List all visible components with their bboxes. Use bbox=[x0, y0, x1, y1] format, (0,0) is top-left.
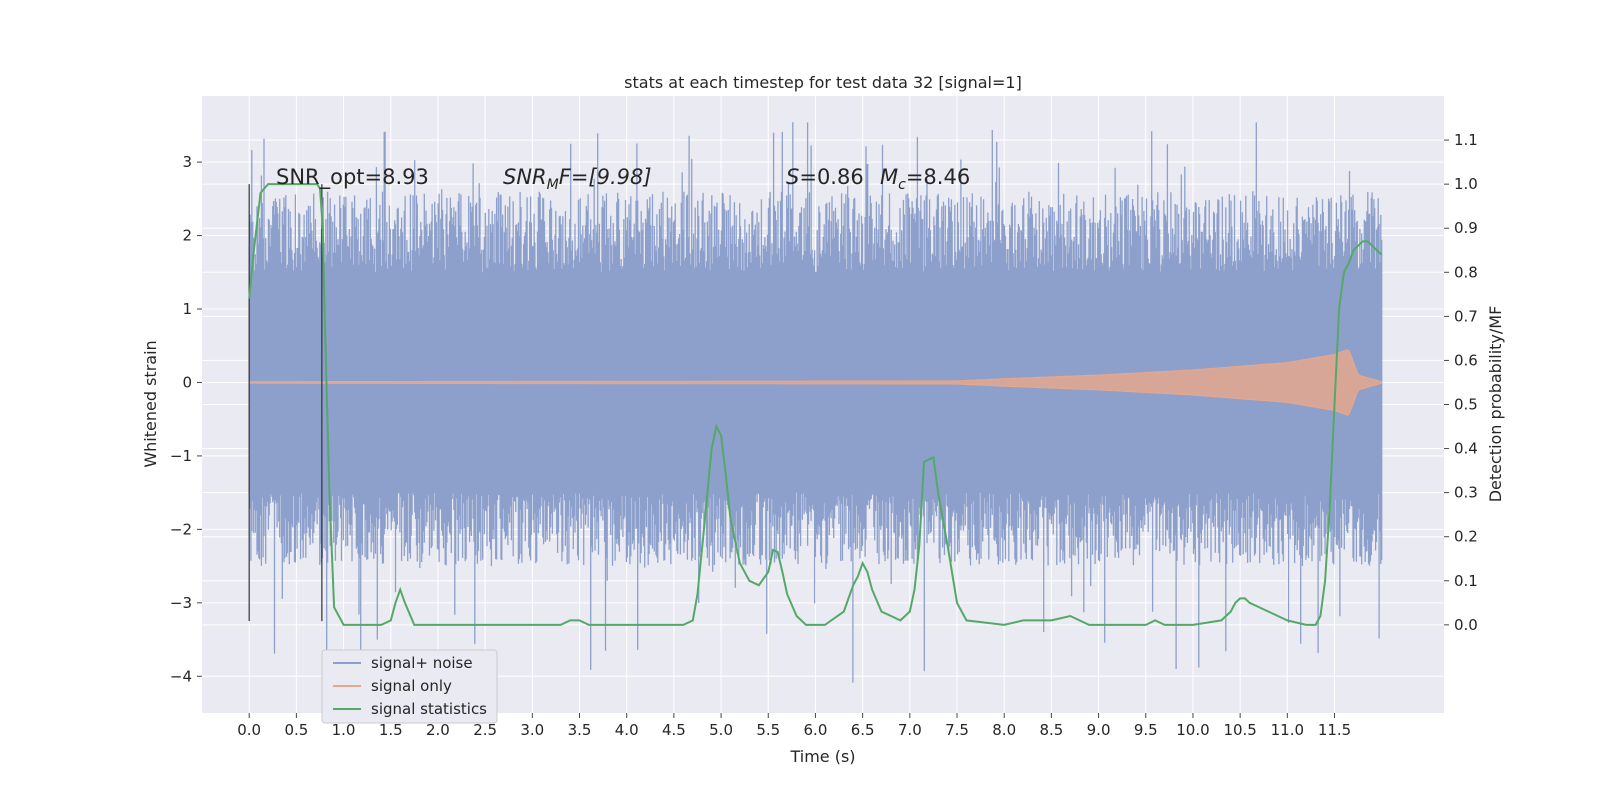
tick-labels: 0.0 0.5 1.0 1.5 2.0 2.5 3.0 3.5 4.0 4.5 5.0 5.5 6.0 6… bbox=[170, 131, 1478, 739]
y-right-tick-label: 0.5 bbox=[1454, 396, 1478, 414]
x-tick-label: 8.5 bbox=[1039, 721, 1063, 739]
x-tick-label: 4.0 bbox=[615, 721, 639, 739]
x-tick-label: 5.5 bbox=[756, 721, 780, 739]
s-label: S bbox=[786, 165, 799, 189]
legend: signal+ noise signal only signal statist… bbox=[321, 649, 498, 724]
x-tick-label: 0.5 bbox=[284, 721, 308, 739]
x-tick-label: 9.5 bbox=[1134, 721, 1158, 739]
y-right-tick-label: 0.1 bbox=[1454, 572, 1478, 590]
y-tick-label: −1 bbox=[170, 447, 192, 465]
y-tick-label: 1 bbox=[182, 300, 192, 318]
x-tick-label: 7.0 bbox=[898, 721, 922, 739]
y-right-tick-label: 1.1 bbox=[1454, 131, 1478, 149]
x-tick-label: 2.5 bbox=[473, 721, 497, 739]
x-tick-label: 2.0 bbox=[426, 721, 450, 739]
y-right-tick-label: 0.3 bbox=[1454, 484, 1478, 502]
y-right-tick-label: 0.6 bbox=[1454, 351, 1478, 369]
y-right-tick-label: 1.0 bbox=[1454, 175, 1478, 193]
x-tick-label: 5.0 bbox=[709, 721, 733, 739]
x-axis-label: Time (s) bbox=[789, 747, 855, 766]
x-tick-label: 6.0 bbox=[804, 721, 828, 739]
x-tick-label: 10.5 bbox=[1223, 721, 1256, 739]
y-right-tick-label: 0.7 bbox=[1454, 307, 1478, 325]
chart-title: stats at each timestep for test data 32 … bbox=[624, 73, 1022, 92]
signal-statistics-series bbox=[248, 183, 1383, 626]
x-tick-label: 7.5 bbox=[945, 721, 969, 739]
x-tick-label: 4.5 bbox=[662, 721, 686, 739]
y-axis-label: Whitened strain bbox=[141, 340, 160, 467]
snr-mf-value: F=[9.98] bbox=[559, 165, 652, 189]
x-tick-label: 6.5 bbox=[851, 721, 875, 739]
mc-annotation: Mc=8.46 bbox=[880, 165, 970, 193]
y-right-tick-label: 0.0 bbox=[1454, 616, 1478, 634]
mc-label: M bbox=[880, 165, 898, 189]
data-layer bbox=[248, 122, 1383, 683]
legend-label-signal-only: signal only bbox=[371, 677, 452, 695]
y-tick-label: −2 bbox=[170, 520, 192, 538]
x-tick-label: 3.5 bbox=[568, 721, 592, 739]
y-tick-label: −4 bbox=[170, 667, 192, 685]
legend-label-signal-statistics: signal statistics bbox=[371, 700, 487, 718]
x-tick-label: 10.0 bbox=[1176, 721, 1209, 739]
x-tick-label: 0.0 bbox=[237, 721, 261, 739]
snr-mf-subscript: M bbox=[547, 177, 559, 193]
y-right-tick-label: 0.8 bbox=[1454, 263, 1478, 281]
s-value: =0.86 bbox=[799, 165, 863, 189]
x-tick-label: 1.5 bbox=[379, 721, 403, 739]
mc-value: =8.46 bbox=[906, 165, 970, 189]
legend-box bbox=[321, 649, 498, 724]
legend-label-signal-noise: signal+ noise bbox=[371, 654, 473, 672]
x-tick-label: 11.5 bbox=[1318, 721, 1351, 739]
y-right-tick-label: 0.2 bbox=[1454, 528, 1478, 546]
y-right-tick-label: 0.4 bbox=[1454, 440, 1478, 458]
y-tick-label: 0 bbox=[182, 373, 192, 391]
signal-only-series bbox=[248, 349, 1383, 416]
x-tick-label: 8.0 bbox=[992, 721, 1016, 739]
s-annotation: S=0.86 bbox=[786, 165, 864, 189]
snr-mf-label: SNR bbox=[503, 165, 547, 189]
y-tick-label: 3 bbox=[182, 153, 192, 171]
snr-opt-annotation: SNR_opt=8.93 bbox=[276, 165, 429, 190]
x-tick-label: 11.0 bbox=[1271, 721, 1304, 739]
mc-subscript: c bbox=[898, 177, 906, 193]
y-tick-label: 2 bbox=[182, 227, 192, 245]
x-tick-label: 1.0 bbox=[332, 721, 356, 739]
y-tick-label: −3 bbox=[170, 594, 192, 612]
y-axis-right-label: Detection probability/MF bbox=[1486, 306, 1505, 503]
y-right-tick-label: 0.9 bbox=[1454, 219, 1478, 237]
snr-mf-annotation: SNRMF=[9.98] bbox=[503, 165, 652, 193]
x-tick-label: 3.0 bbox=[520, 721, 544, 739]
x-tick-label: 9.0 bbox=[1087, 721, 1111, 739]
